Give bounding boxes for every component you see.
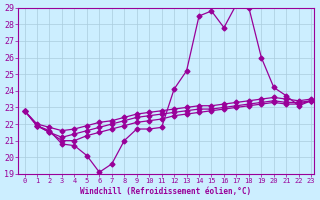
- X-axis label: Windchill (Refroidissement éolien,°C): Windchill (Refroidissement éolien,°C): [80, 187, 252, 196]
